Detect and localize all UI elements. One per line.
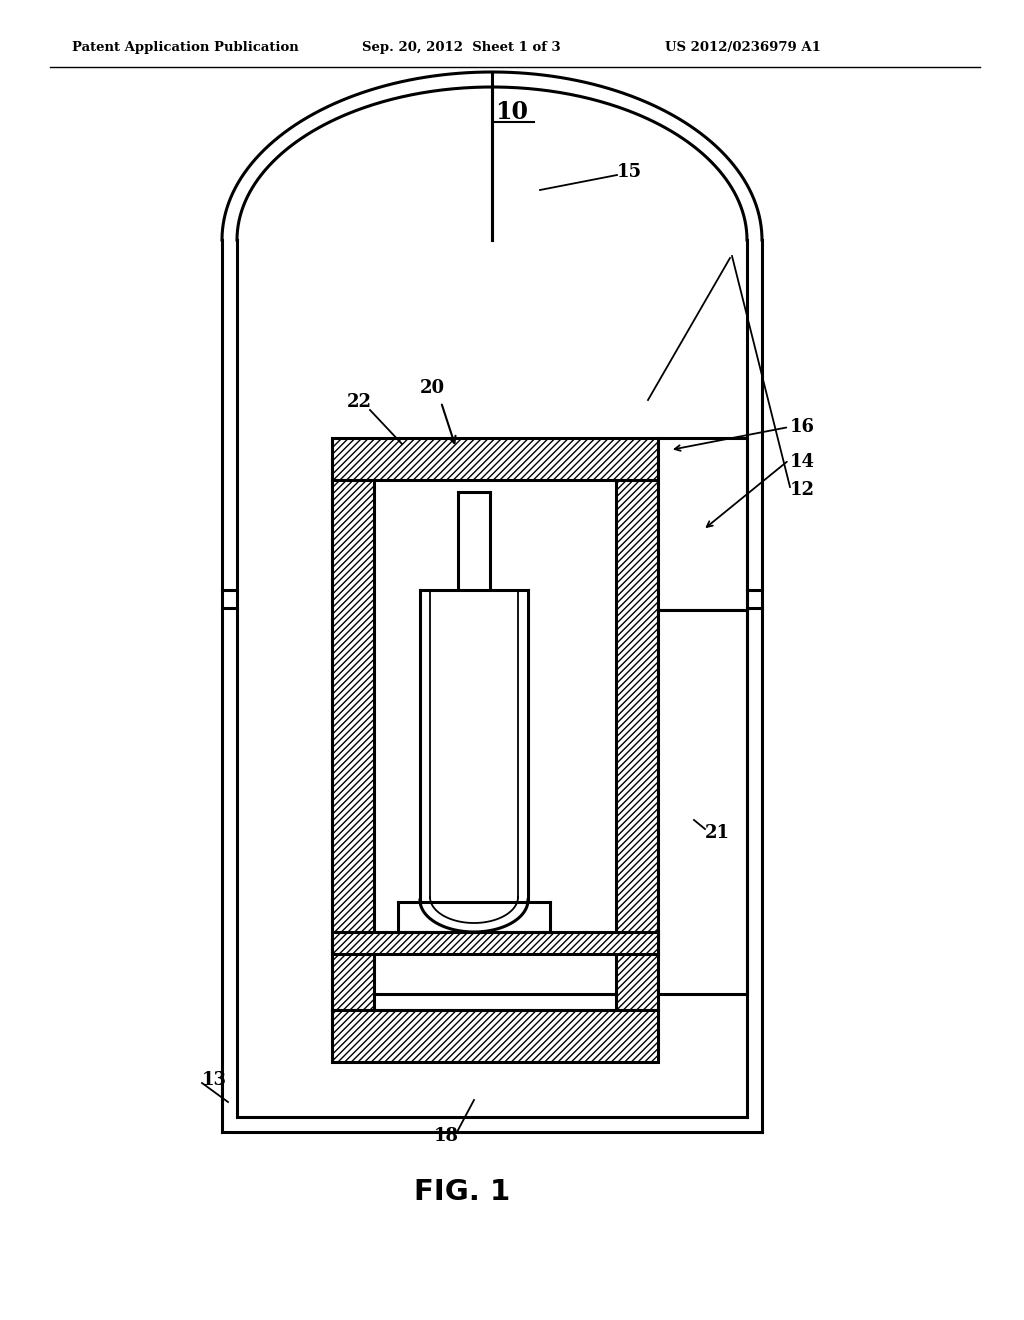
Text: 12: 12 (790, 480, 815, 499)
Text: US 2012/0236979 A1: US 2012/0236979 A1 (665, 41, 821, 54)
Text: Patent Application Publication: Patent Application Publication (72, 41, 299, 54)
Text: 10: 10 (496, 100, 528, 124)
Bar (332, 480, 374, 1010)
Bar (332, 438, 658, 480)
Text: 14: 14 (790, 453, 815, 471)
Bar (658, 610, 746, 994)
Text: 21: 21 (705, 824, 730, 842)
Text: 15: 15 (617, 162, 642, 181)
Bar (374, 480, 616, 994)
Bar (332, 1010, 658, 1063)
Bar (658, 438, 746, 610)
Text: 22: 22 (347, 393, 372, 411)
Text: Sep. 20, 2012  Sheet 1 of 3: Sep. 20, 2012 Sheet 1 of 3 (362, 41, 560, 54)
Text: FIG. 1: FIG. 1 (414, 1177, 510, 1206)
Text: 18: 18 (434, 1127, 459, 1144)
Text: 16: 16 (790, 418, 815, 436)
Text: 20: 20 (420, 379, 445, 397)
Text: 13: 13 (202, 1071, 227, 1089)
Bar (459, 492, 489, 589)
Bar (616, 480, 658, 1010)
Bar (332, 932, 658, 954)
